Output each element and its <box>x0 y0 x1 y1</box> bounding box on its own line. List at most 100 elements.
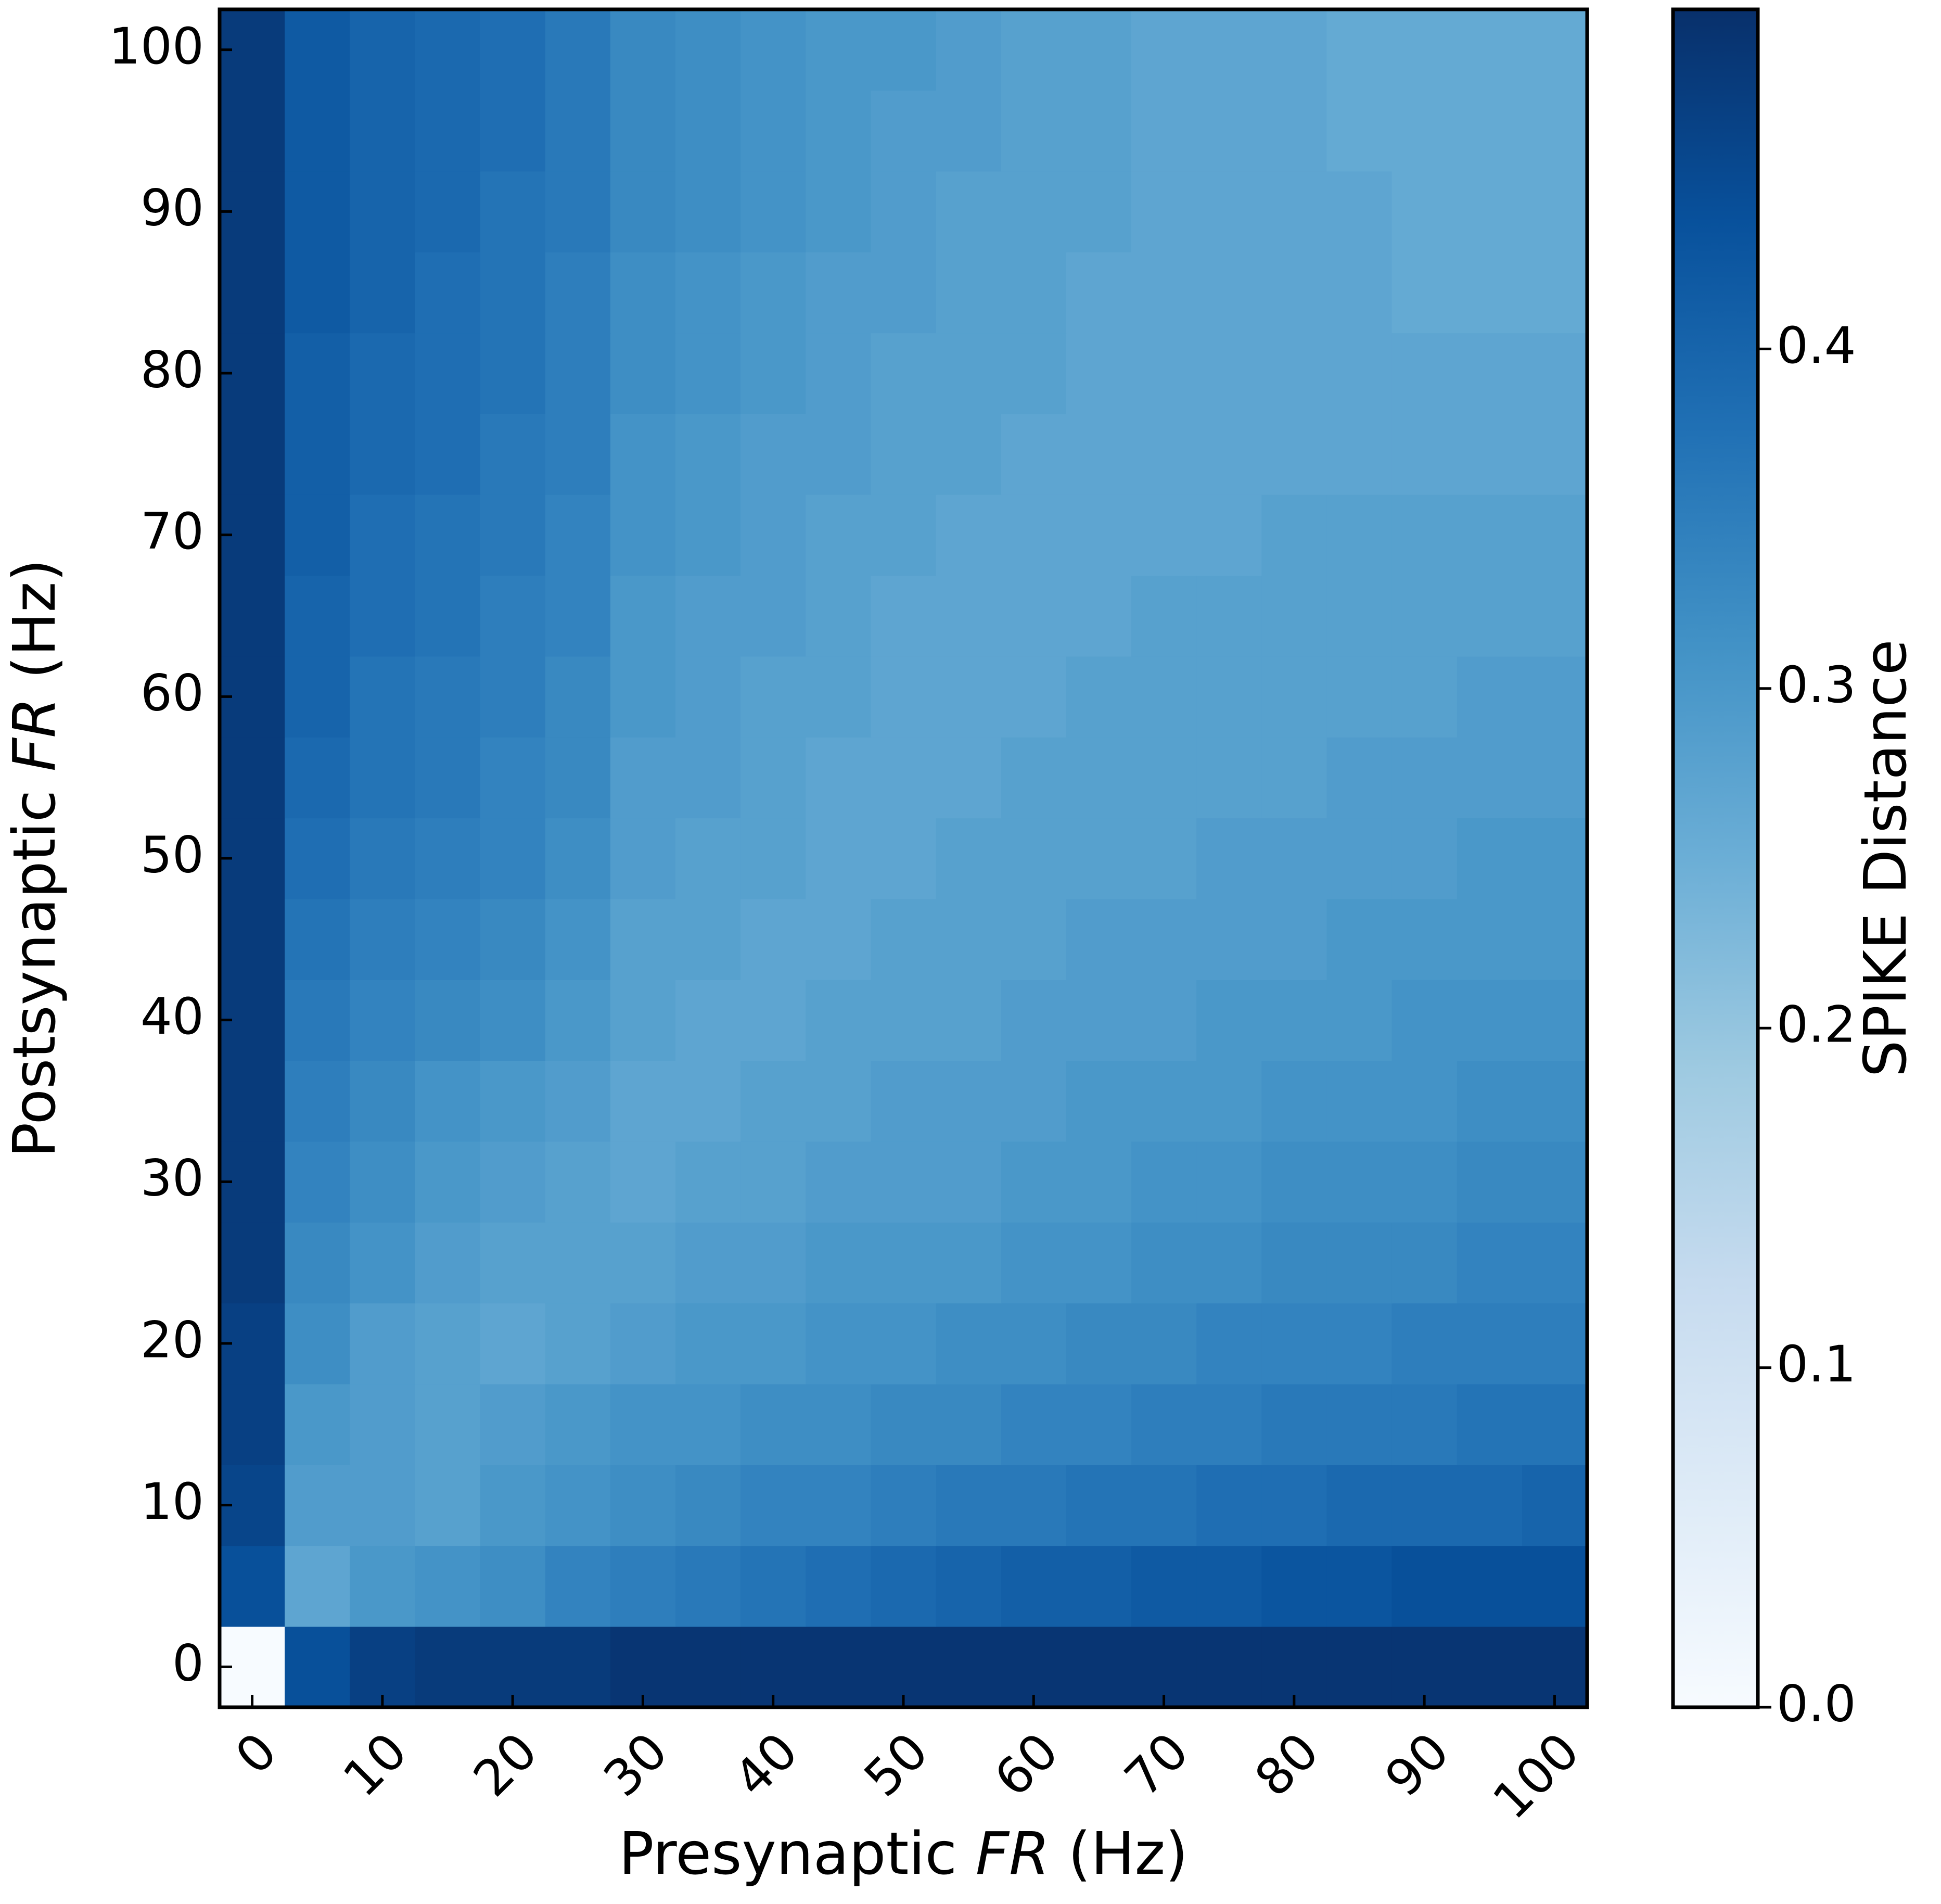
heatmap-cell <box>1131 90 1197 172</box>
heatmap-cell <box>1457 1383 1523 1465</box>
heatmap-cell <box>675 575 741 657</box>
heatmap-cell <box>480 1060 546 1142</box>
heatmap-cell <box>1522 1465 1588 1546</box>
heatmap-cell <box>1457 171 1523 252</box>
heatmap-cell <box>675 656 741 738</box>
heatmap-cell <box>1391 413 1458 495</box>
heatmap-cell <box>871 333 937 414</box>
heatmap-cell <box>1261 252 1327 334</box>
heatmap-cell <box>545 1545 611 1627</box>
heatmap-cell <box>285 1383 351 1465</box>
heatmap-cell <box>1391 1060 1458 1142</box>
heatmap-cell <box>350 1222 416 1304</box>
heatmap-cell <box>480 1141 546 1223</box>
heatmap-cell <box>1391 171 1458 252</box>
heatmap-cell <box>871 1383 937 1465</box>
heatmap-cell <box>1066 1545 1132 1627</box>
heatmap-cell <box>1066 898 1132 980</box>
heatmap-cell <box>1001 333 1067 414</box>
heatmap-cell <box>1001 737 1067 819</box>
heatmap-cell <box>545 171 611 252</box>
heatmap-cell <box>1001 9 1067 91</box>
heatmap-cell <box>871 1626 937 1708</box>
heatmap-cell <box>545 494 611 576</box>
heatmap-cell <box>1261 333 1327 414</box>
heatmap-cell <box>1066 252 1132 334</box>
heatmap-cell <box>1457 575 1523 657</box>
heatmap-cell <box>415 1545 481 1627</box>
heatmap-cell <box>285 1626 351 1708</box>
heatmap-cell <box>936 1060 1002 1142</box>
heatmap-cell <box>1457 1626 1523 1708</box>
heatmap-cell <box>480 575 546 657</box>
x-tick-label: 20 <box>462 1722 548 1808</box>
heatmap-cell <box>871 413 937 495</box>
heatmap-cell <box>936 333 1002 414</box>
heatmap-cell <box>1261 1141 1327 1223</box>
heatmap-cell <box>675 980 741 1061</box>
heatmap-cell <box>1261 898 1327 980</box>
heatmap-cell <box>480 1626 546 1708</box>
heatmap-cell <box>806 575 872 657</box>
colorbar-ticks: 0.0 0.1 0.2 0.3 0.4 <box>1758 316 1856 1733</box>
heatmap-cell <box>1522 1060 1588 1142</box>
heatmap-cell <box>1391 252 1458 334</box>
heatmap-cell <box>1326 1060 1393 1142</box>
heatmap-cell <box>1522 333 1588 414</box>
heatmap-cell <box>806 1222 872 1304</box>
heatmap-cell <box>1131 494 1197 576</box>
heatmap-cell <box>610 1383 676 1465</box>
heatmap-cell <box>1522 413 1588 495</box>
heatmap-cell <box>1391 90 1458 172</box>
heatmap-cell <box>1001 656 1067 738</box>
heatmap-cell <box>1001 1060 1067 1142</box>
heatmap-cell <box>1131 1222 1197 1304</box>
x-tick-label: 60 <box>984 1722 1070 1808</box>
heatmap-cell <box>675 1060 741 1142</box>
heatmap-cell <box>350 333 416 414</box>
heatmap-cell <box>1522 90 1588 172</box>
heatmap-cell <box>1457 333 1523 414</box>
heatmap-cell <box>1326 1626 1393 1708</box>
heatmap-cell <box>740 1222 807 1304</box>
heatmap-cell <box>220 1060 285 1142</box>
heatmap-cell <box>936 1303 1002 1385</box>
heatmap-cell <box>1261 1060 1327 1142</box>
y-tick-label: 30 <box>141 1149 204 1208</box>
heatmap-cell <box>675 1222 741 1304</box>
heatmap-cell <box>480 252 546 334</box>
heatmap-cell <box>1131 1141 1197 1223</box>
heatmap-cell <box>610 575 676 657</box>
colorbar-tick-label: 0.4 <box>1777 316 1856 375</box>
heatmap-cell <box>1522 656 1588 738</box>
colorbar-frame <box>1671 7 1760 1709</box>
heatmap-cell <box>1522 494 1588 576</box>
heatmap-cell <box>936 737 1002 819</box>
heatmap-cell <box>1261 1383 1327 1465</box>
heatmap-cell <box>415 90 481 172</box>
heatmap-cell <box>806 1303 872 1385</box>
heatmap-cell <box>740 90 807 172</box>
heatmap-cell <box>480 818 546 899</box>
heatmap-cell <box>1261 656 1327 738</box>
heatmap-cell <box>1001 575 1067 657</box>
heatmap-cell <box>1131 1060 1197 1142</box>
heatmap-cell <box>545 1303 611 1385</box>
heatmap-cell <box>285 1545 351 1627</box>
heatmap-cell <box>220 1222 285 1304</box>
heatmap-cell <box>1066 1383 1132 1465</box>
heatmap-cell <box>415 656 481 738</box>
heatmap-cell <box>350 1303 416 1385</box>
heatmap-cell <box>480 1303 546 1385</box>
heatmap-cell <box>675 898 741 980</box>
heatmap-cell <box>740 494 807 576</box>
heatmap-cell <box>1196 980 1262 1061</box>
heatmap-cell <box>936 1383 1002 1465</box>
heatmap-cell <box>740 333 807 414</box>
colorbar-label: SPIKE Distance <box>1852 639 1920 1077</box>
heatmap-cell <box>1457 90 1523 172</box>
heatmap-cell <box>285 1303 351 1385</box>
heatmap-cell <box>871 1060 937 1142</box>
heatmap-cell <box>740 1465 807 1546</box>
y-tick-label: 10 <box>141 1473 204 1531</box>
